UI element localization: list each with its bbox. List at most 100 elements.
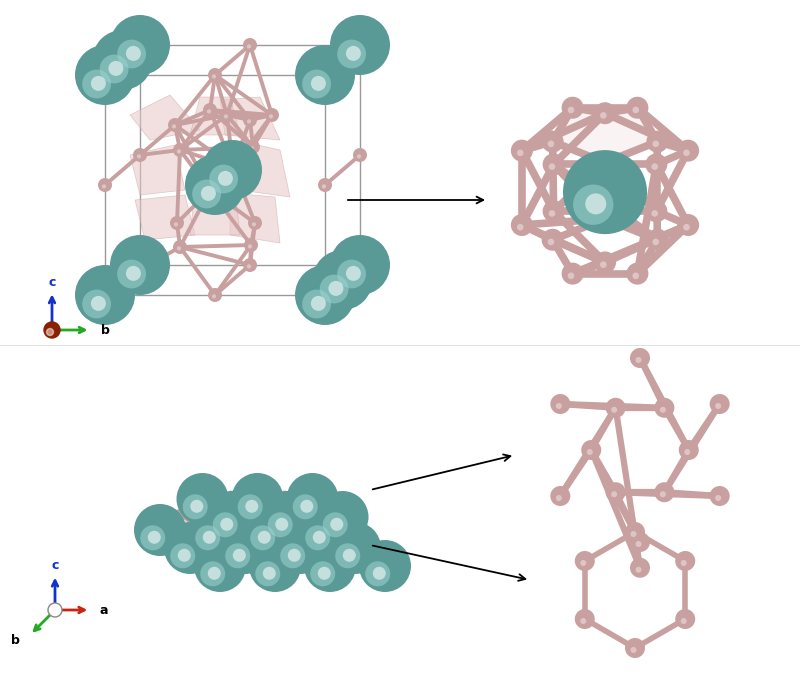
Circle shape (238, 494, 262, 519)
Circle shape (75, 265, 135, 325)
Polygon shape (215, 499, 275, 566)
Circle shape (262, 526, 274, 538)
Circle shape (242, 528, 246, 531)
Circle shape (133, 148, 147, 162)
Circle shape (310, 561, 335, 586)
Circle shape (304, 523, 307, 527)
Polygon shape (664, 404, 720, 492)
Circle shape (252, 223, 256, 227)
Circle shape (582, 440, 602, 460)
Circle shape (626, 263, 648, 285)
Circle shape (224, 114, 228, 118)
Circle shape (346, 266, 361, 281)
Circle shape (630, 531, 637, 537)
Circle shape (170, 543, 195, 568)
Circle shape (185, 155, 245, 215)
Circle shape (606, 398, 626, 418)
Circle shape (164, 522, 216, 574)
Circle shape (250, 525, 254, 529)
Circle shape (338, 260, 366, 288)
Circle shape (681, 560, 686, 566)
Text: c: c (51, 559, 58, 571)
Circle shape (236, 513, 239, 517)
Circle shape (586, 449, 593, 455)
Circle shape (517, 224, 523, 231)
Circle shape (318, 178, 332, 192)
Circle shape (646, 131, 669, 153)
Circle shape (207, 534, 211, 538)
Circle shape (213, 512, 238, 538)
Circle shape (173, 240, 187, 254)
Circle shape (117, 39, 146, 68)
Circle shape (330, 518, 343, 531)
Circle shape (203, 183, 217, 197)
Circle shape (550, 486, 570, 506)
Text: c: c (48, 276, 56, 290)
Polygon shape (215, 517, 233, 566)
Circle shape (307, 509, 319, 520)
Circle shape (200, 561, 226, 586)
Circle shape (562, 263, 584, 285)
Circle shape (214, 549, 218, 553)
Circle shape (250, 146, 254, 151)
Circle shape (280, 543, 306, 568)
Circle shape (586, 193, 606, 214)
Circle shape (654, 482, 674, 502)
Circle shape (250, 534, 262, 546)
Circle shape (243, 113, 257, 127)
Circle shape (247, 44, 251, 48)
Circle shape (542, 153, 565, 176)
Circle shape (288, 549, 301, 562)
Circle shape (279, 495, 291, 507)
Circle shape (556, 403, 562, 409)
Circle shape (295, 530, 299, 534)
Circle shape (330, 15, 390, 75)
Circle shape (148, 531, 161, 544)
Circle shape (653, 238, 659, 245)
Circle shape (293, 494, 318, 519)
Circle shape (511, 214, 533, 236)
Circle shape (338, 39, 366, 68)
Circle shape (236, 541, 248, 553)
Circle shape (630, 647, 637, 653)
Circle shape (331, 521, 334, 524)
Polygon shape (160, 499, 202, 548)
Circle shape (660, 491, 666, 498)
Circle shape (222, 540, 226, 544)
Circle shape (219, 535, 231, 547)
Polygon shape (215, 517, 287, 548)
Circle shape (580, 618, 586, 624)
Circle shape (259, 517, 263, 521)
Circle shape (249, 540, 301, 592)
Circle shape (192, 180, 221, 209)
Polygon shape (130, 145, 185, 195)
Circle shape (654, 398, 674, 418)
Circle shape (82, 70, 111, 98)
Circle shape (46, 328, 54, 336)
Polygon shape (160, 499, 215, 530)
Polygon shape (616, 492, 720, 496)
Circle shape (635, 357, 642, 363)
Circle shape (219, 522, 271, 574)
Circle shape (350, 543, 362, 555)
Circle shape (93, 30, 153, 90)
Circle shape (675, 609, 695, 629)
Circle shape (334, 538, 338, 542)
Circle shape (630, 558, 650, 578)
Polygon shape (190, 517, 233, 548)
Text: b: b (10, 634, 19, 647)
Circle shape (212, 75, 216, 79)
Circle shape (304, 540, 356, 592)
Polygon shape (215, 517, 287, 530)
Polygon shape (553, 108, 658, 162)
Circle shape (517, 149, 523, 156)
Circle shape (250, 525, 275, 550)
Circle shape (606, 482, 626, 502)
Circle shape (635, 541, 642, 547)
Circle shape (207, 109, 211, 113)
Circle shape (286, 473, 338, 525)
Circle shape (313, 531, 326, 544)
Circle shape (311, 296, 326, 311)
Circle shape (302, 290, 331, 319)
Polygon shape (560, 404, 664, 408)
